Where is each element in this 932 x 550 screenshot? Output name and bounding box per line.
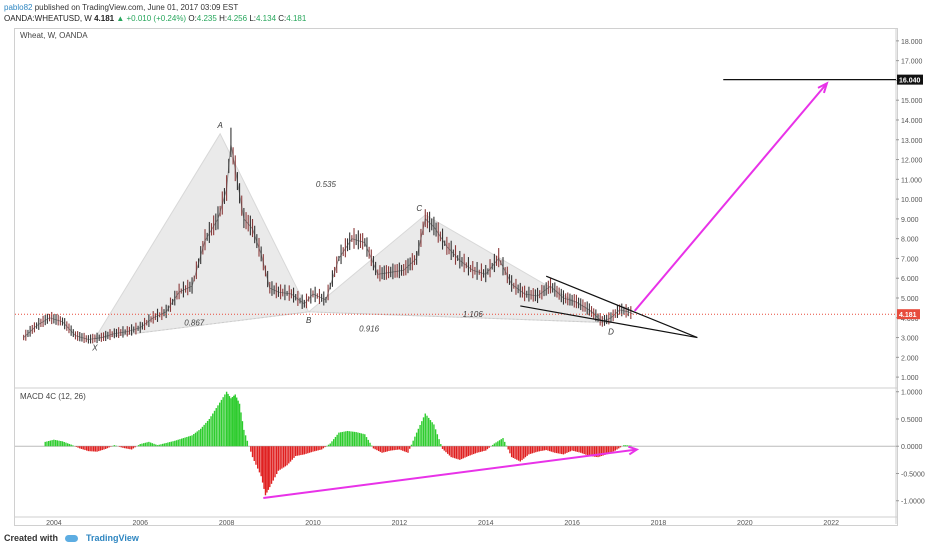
- fib-ratio-label: 1.106: [463, 310, 484, 319]
- y-tick-label: 5.000: [901, 296, 919, 303]
- wedge-lower-line: [520, 305, 698, 339]
- macd-tick-label: -1.0000: [901, 499, 925, 506]
- x-tick-label: 2008: [219, 520, 235, 527]
- price-change: ▲ +0.010 (+0.24%): [116, 14, 187, 23]
- pattern-point-label: B: [306, 316, 312, 325]
- tradingview-logo-icon: [64, 535, 78, 543]
- pattern-xab-triangle: [93, 132, 310, 340]
- price-line: [23, 143, 634, 340]
- x-tick-label: 2018: [651, 520, 667, 527]
- y-tick-label: 17.000: [901, 59, 923, 66]
- low-value: 4.134: [256, 14, 277, 23]
- price-pane-title: Wheat, W, OANDA: [20, 31, 88, 40]
- last-price: 4.181: [94, 14, 115, 23]
- fib-ratio-label: 0.535: [316, 180, 337, 189]
- symbol-name: OANDA:WHEATUSD, W: [4, 14, 92, 23]
- footer: Created with TradingView: [4, 533, 139, 543]
- fib-ratio-label: 0.867: [184, 319, 205, 328]
- wedge-upper-line: [545, 275, 698, 339]
- chart-frame[interactable]: [14, 28, 898, 526]
- close-label: C:: [278, 14, 287, 23]
- low-label: L:: [249, 14, 256, 23]
- symbol-quote-line: OANDA:WHEATUSD, W 4.181 ▲ +0.010 (+0.24%…: [4, 13, 306, 24]
- y-tick-label: 15.000: [901, 98, 923, 105]
- author-link[interactable]: pablo82: [4, 3, 33, 12]
- fib-ratio-label: 0.916: [359, 325, 380, 334]
- high-value: 4.256: [227, 14, 248, 23]
- x-tick-label: 2014: [478, 520, 494, 527]
- pattern-bd-line: [308, 311, 611, 324]
- created-with-text: Created with: [4, 533, 59, 543]
- macd-tick-label: -0.5000: [901, 471, 925, 478]
- y-tick-label: 12.000: [901, 158, 923, 165]
- current-price-label: 4.181: [899, 312, 917, 319]
- macd-tick-label: 0.0000: [901, 444, 923, 451]
- pattern-point-label: A: [216, 121, 222, 130]
- y-tick-label: 14.000: [901, 118, 923, 125]
- pattern-point-label: X: [91, 344, 98, 353]
- macd-tick-label: 1.0000: [901, 390, 923, 397]
- open-value: 4.235: [196, 14, 217, 23]
- y-tick-label: 8.000: [901, 237, 919, 244]
- y-tick-label: 18.000: [901, 39, 923, 46]
- y-tick-label: 13.000: [901, 138, 923, 145]
- current-price-badge: [897, 309, 920, 320]
- publish-info: pablo82 published on TradingView.com, Ju…: [4, 2, 238, 13]
- y-tick-label: 7.000: [901, 256, 919, 263]
- y-tick-label: 9.000: [901, 217, 919, 224]
- y-tick-label: 10.000: [901, 197, 923, 204]
- x-tick-label: 2010: [305, 520, 321, 527]
- y-tick-label: 1.000: [901, 375, 919, 382]
- x-tick-label: 2006: [132, 520, 148, 527]
- open-label: O:: [188, 14, 197, 23]
- close-value: 4.181: [286, 14, 307, 23]
- y-tick-label: 2.000: [901, 355, 919, 362]
- y-tick-label: 6.000: [901, 276, 919, 283]
- macd-tick-label: 0.5000: [901, 417, 923, 424]
- pattern-point-label: D: [608, 328, 614, 337]
- macd-pane-title: MACD 4C (12, 26): [20, 392, 86, 401]
- y-tick-label: 11.000: [901, 177, 922, 184]
- x-tick-label: 2012: [392, 520, 408, 527]
- x-tick-label: 2016: [564, 520, 580, 527]
- publish-text: published on TradingView.com, June 01, 2…: [34, 3, 239, 12]
- target-price-badge: [897, 74, 923, 85]
- divergence-arrowhead: [628, 445, 640, 456]
- target-price-label: 16.040: [899, 78, 921, 85]
- y-tick-label: 4.000: [901, 316, 919, 323]
- pattern-point-label: C: [416, 204, 422, 213]
- projection-arrowhead: [817, 81, 829, 94]
- tradingview-brand[interactable]: TradingView: [86, 533, 139, 543]
- divergence-arrow-line: [263, 448, 638, 500]
- x-tick-label: 2020: [737, 520, 753, 527]
- projection-arrow-line: [633, 82, 828, 312]
- high-label: H:: [219, 14, 228, 23]
- y-tick-label: 3.000: [901, 336, 919, 343]
- x-tick-label: 2022: [823, 520, 839, 527]
- x-tick-label: 2004: [46, 520, 62, 527]
